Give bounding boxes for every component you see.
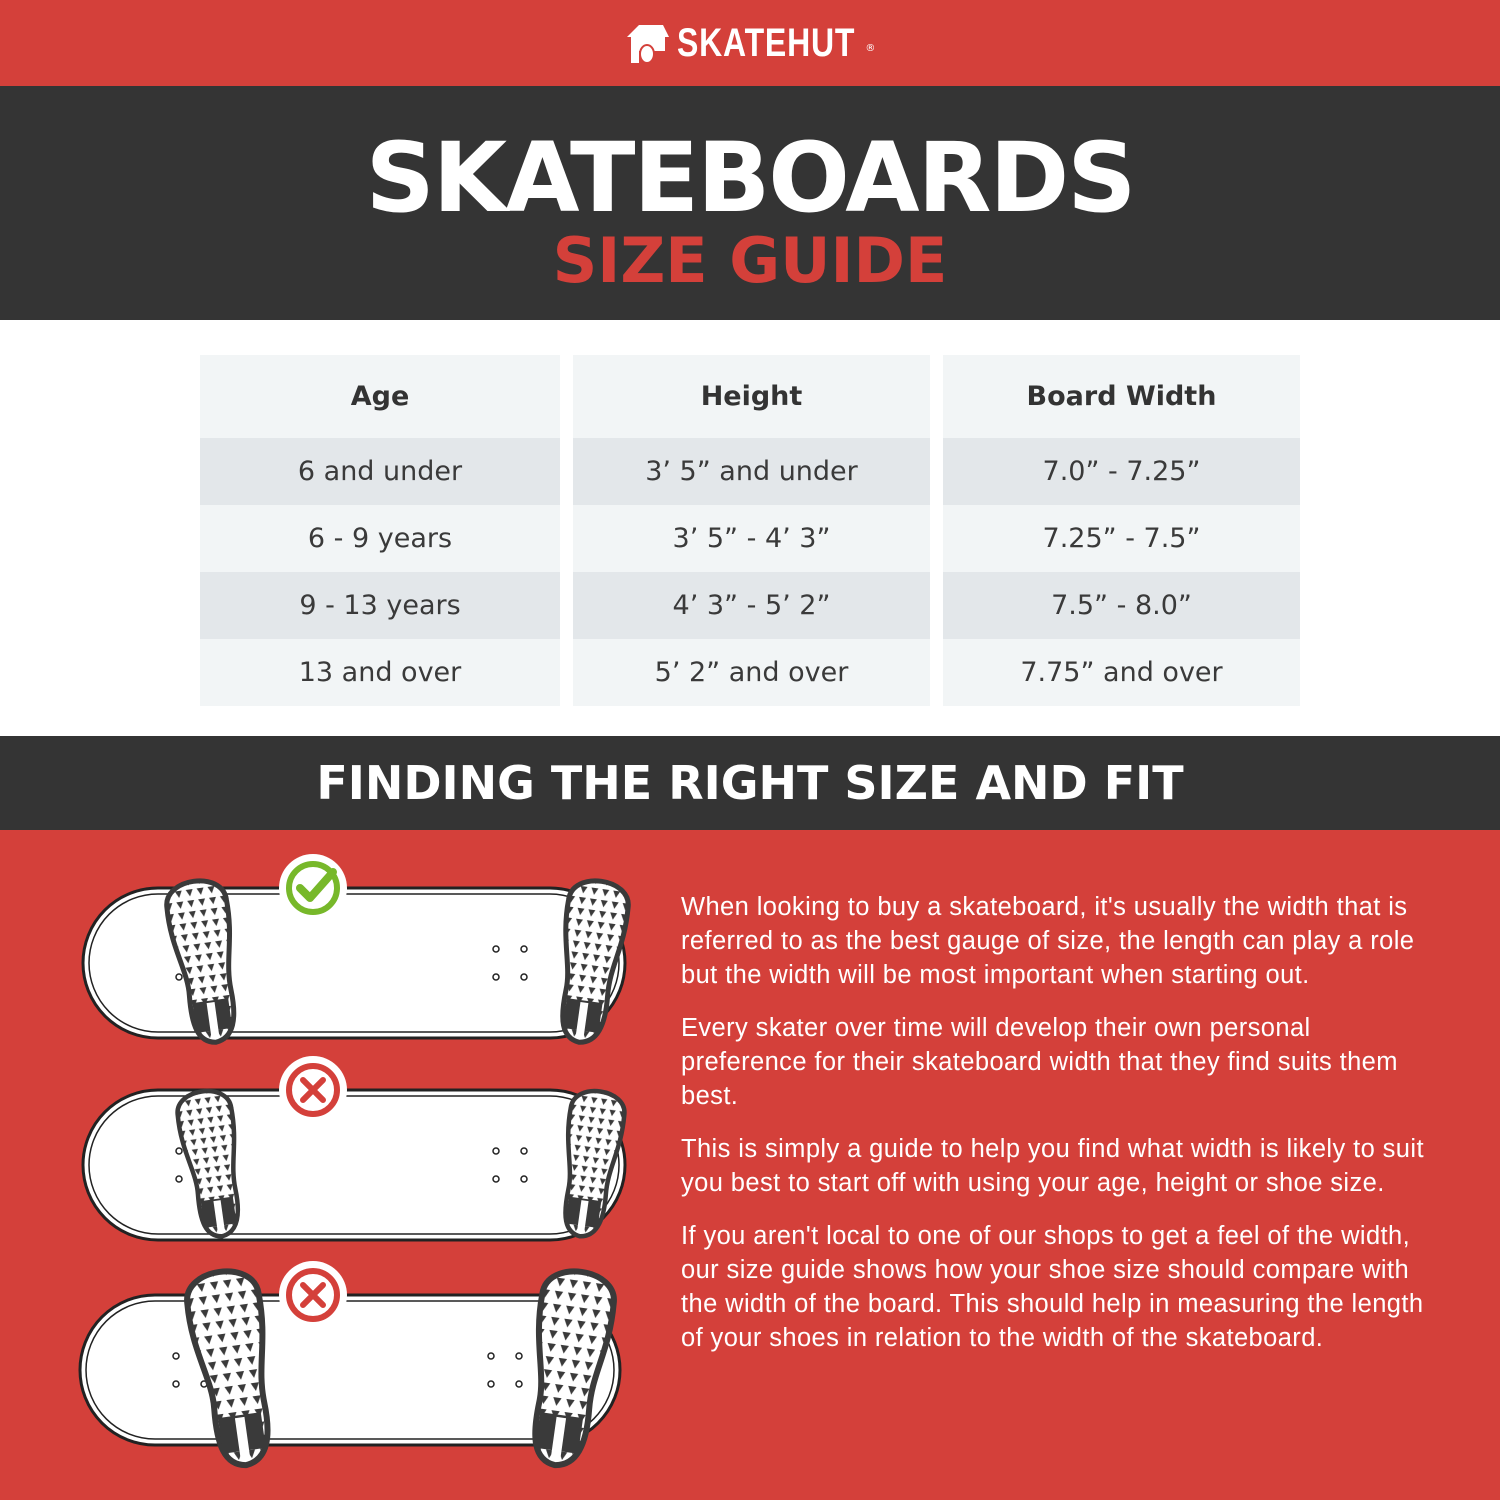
bolt-hole (492, 1147, 500, 1155)
bolt-hole (515, 1380, 523, 1388)
cross-icon (279, 1261, 347, 1329)
table-cell: 7.0” - 7.25” (943, 438, 1300, 505)
skateboard-3 (78, 1261, 622, 1469)
age-column: Age 6 and under 6 - 9 years 9 - 13 years… (200, 355, 560, 710)
table-cell: 13 and over (200, 639, 560, 706)
paragraph: This is simply a guide to help you find … (681, 1135, 1424, 1197)
table-cell: 7.5” - 8.0” (943, 572, 1300, 639)
size-table: Age 6 and under 6 - 9 years 9 - 13 years… (0, 320, 1500, 736)
column-header: Age (200, 355, 560, 438)
cross-icon (279, 1056, 347, 1124)
hut-icon (626, 25, 669, 64)
bolt-hole (492, 973, 500, 981)
section-heading: FINDING THE RIGHT SIZE AND FIT (0, 736, 1500, 830)
table-cell: 6 - 9 years (200, 505, 560, 572)
board-outline (85, 1300, 615, 1440)
bolt-hole (487, 1352, 495, 1360)
bolt-hole (520, 945, 528, 953)
shoe-sole-icon (164, 878, 237, 1045)
table-cell: 6 and under (200, 438, 560, 505)
bolt-hole (175, 1147, 183, 1155)
bolt-hole (492, 945, 500, 953)
table-cell: 7.75” and over (943, 639, 1300, 706)
bolt-hole (175, 973, 183, 981)
shoe-sole-icon (532, 1268, 617, 1469)
fit-illustrations (78, 854, 631, 1469)
bolt-hole (175, 1175, 183, 1183)
bolt-hole (172, 1352, 180, 1360)
bolt-hole (172, 1380, 180, 1388)
board-deck (81, 886, 627, 1040)
paragraph: Every skater over time will develop thei… (681, 1014, 1398, 1110)
skatehut-logo[interactable]: SKATEHUT ® (625, 20, 876, 66)
board-outline (88, 893, 620, 1033)
bolt-hole (492, 1175, 500, 1183)
shoe-sole-icon (175, 1088, 241, 1239)
board-deck (81, 1088, 627, 1242)
top-bar: SKATEHUT ® (0, 0, 1500, 86)
hero-banner: SKATEBOARDS SIZE GUIDE (0, 86, 1500, 320)
bolt-hole (487, 1380, 495, 1388)
brand-name: SKATEHUT (676, 20, 855, 65)
bolt-hole (515, 1352, 523, 1360)
column-header: Height (573, 355, 930, 438)
bolt-hole (520, 973, 528, 981)
page-subtitle: SIZE GUIDE (552, 224, 948, 297)
table-cell: 5’ 2” and over (573, 639, 930, 706)
bolt-hole (520, 1147, 528, 1155)
paragraph: When looking to buy a skateboard, it's u… (681, 893, 1415, 989)
bolt-hole (520, 1175, 528, 1183)
paragraph: If you aren't local to one of our shops … (681, 1222, 1424, 1352)
shoe-sole-icon (563, 1088, 627, 1239)
fit-description: When looking to buy a skateboard, it's u… (681, 890, 1441, 1374)
skateboard-2 (81, 1056, 627, 1242)
check-icon (279, 854, 347, 922)
table-cell: 7.25” - 7.5” (943, 505, 1300, 572)
shoe-sole-icon (560, 878, 631, 1045)
height-column: Height 3’ 5” and under 3’ 5” - 4’ 3” 4’ … (573, 355, 930, 710)
registered-mark: ® (865, 42, 876, 54)
shoe-sole-icon (184, 1268, 271, 1469)
skateboard-1 (81, 854, 631, 1045)
column-header: Board Width (943, 355, 1300, 438)
table-cell: 4’ 3” - 5’ 2” (573, 572, 930, 639)
table-cell: 9 - 13 years (200, 572, 560, 639)
table-cell: 3’ 5” - 4’ 3” (573, 505, 930, 572)
board-outline (88, 1095, 620, 1235)
page-title: SKATEBOARDS (365, 122, 1137, 234)
table-cell: 3’ 5” and under (573, 438, 930, 505)
board-width-column: Board Width 7.0” - 7.25” 7.25” - 7.5” 7.… (943, 355, 1300, 710)
